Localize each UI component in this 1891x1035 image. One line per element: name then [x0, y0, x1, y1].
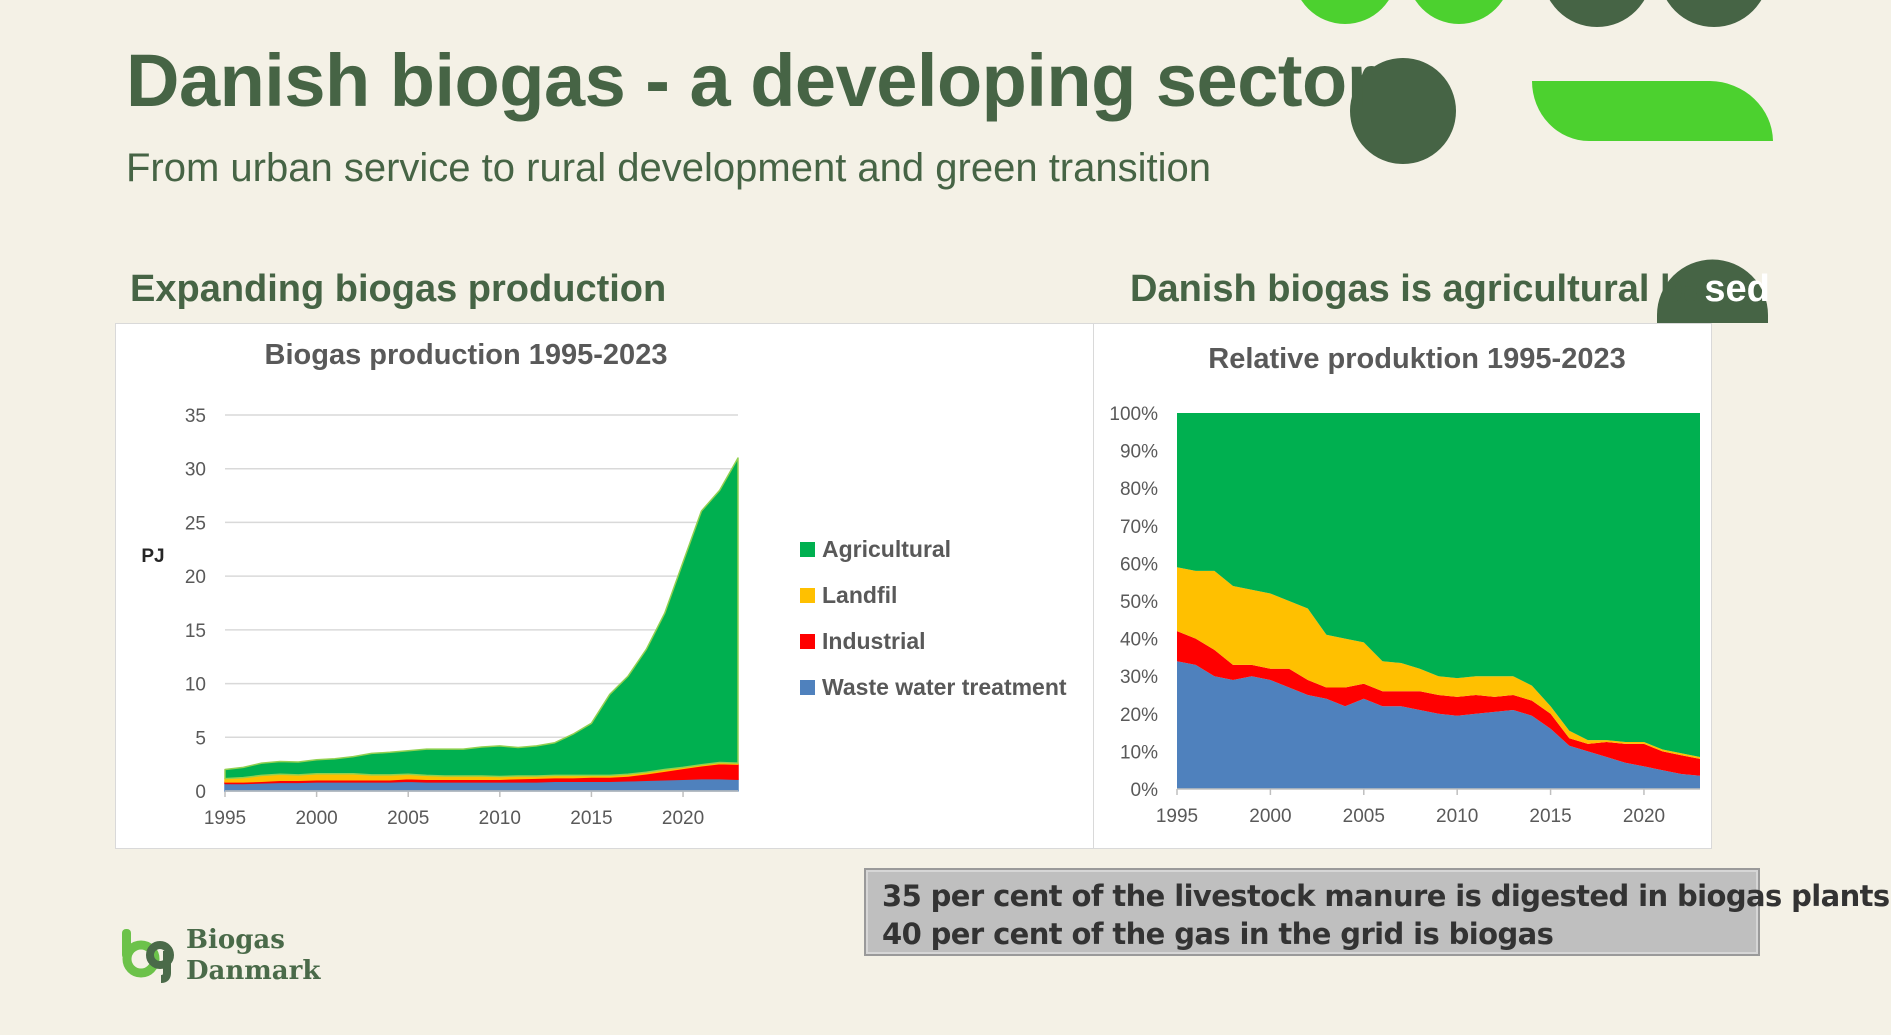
legend-label-waste-water-treatment: Waste water treatment: [822, 674, 1067, 700]
page-title: Danish biogas - a developing sector: [126, 39, 1376, 122]
page-subtitle: From urban service to rural development …: [126, 146, 1211, 190]
y-tick-label: 0%: [1131, 780, 1159, 801]
y-tick-label: 40%: [1120, 630, 1158, 651]
legend-swatch-agricultural: [800, 542, 815, 557]
section-heading-left: Expanding biogas production: [130, 268, 667, 310]
legend-swatch-landfil: [800, 588, 815, 603]
x-tick-label: 2005: [1343, 806, 1385, 827]
x-tick-label: 2005: [387, 808, 429, 829]
info-box: 35 per cent of the livestock manure is d…: [864, 868, 1890, 956]
series-area-agricultural: [1177, 413, 1700, 757]
x-tick-label: 2010: [479, 808, 521, 829]
y-tick-label: 15: [185, 621, 206, 642]
x-tick-label: 2010: [1436, 806, 1478, 827]
legend-swatch-waste-water-treatment: [800, 680, 815, 695]
x-tick-label: 2020: [662, 808, 704, 829]
chart-title: Relative produktion 1995-2023: [1208, 343, 1625, 375]
y-tick-label: 5: [195, 728, 206, 749]
legend-label-industrial: Industrial: [822, 628, 926, 654]
decorative-circle-icon: [1350, 58, 1456, 164]
x-tick-label: 1995: [1156, 806, 1198, 827]
decorative-circle-icon: [1301, 0, 1389, 24]
logo-line-2: Danmark: [186, 956, 321, 986]
section-heading-right-part2: sed: [1704, 268, 1770, 310]
x-tick-label: 2020: [1623, 806, 1665, 827]
y-tick-label: 35: [185, 406, 206, 427]
y-tick-label: 60%: [1120, 554, 1158, 575]
logo-line-1: Biogas: [186, 925, 285, 955]
info-line-1: 35 per cent of the livestock manure is d…: [882, 879, 1890, 913]
y-tick-label: 70%: [1120, 517, 1158, 538]
decorative-circle-icon: [1415, 0, 1503, 24]
series-area-industrial: [1177, 631, 1700, 776]
y-tick-label: 30: [185, 460, 206, 481]
legend-swatch-industrial: [800, 634, 815, 649]
decorative-half-circle: [1657, 259, 1768, 323]
decorative-leaf-shape: [1532, 81, 1773, 141]
y-tick-label: 50%: [1120, 592, 1158, 613]
x-tick-label: 2015: [1529, 806, 1571, 827]
info-line-2: 40 per cent of the gas in the grid is bi…: [882, 917, 1554, 951]
x-tick-label: 2015: [570, 808, 612, 829]
x-tick-label: 2000: [1249, 806, 1291, 827]
legend-label-agricultural: Agricultural: [822, 536, 951, 562]
y-tick-label: 0: [195, 782, 206, 803]
series-area-agricultural: [224, 457, 739, 780]
chart-panel-absolute: Biogas production 1995-2023 0 5 10 15 20 25 30 3…: [115, 323, 1094, 849]
decorative-circle-icon: [1549, 0, 1645, 27]
y-tick-label: 80%: [1120, 479, 1158, 500]
biogas-production-chart: Biogas production 1995-2023 0 5 10 15 20 25 30 3…: [141, 339, 1067, 829]
logo-text: Biogas Danmark: [186, 925, 320, 987]
section-heading-right: Danish biogas is agricultural based: [1130, 268, 1770, 311]
decorative-circle-icon: [1666, 0, 1762, 27]
y-tick-label: 10: [185, 675, 206, 696]
biogas-danmark-logo-icon: [122, 929, 174, 983]
x-tick-label: 2000: [295, 808, 337, 829]
relative-production-chart: Relative produktion 1995-2023 0% 10% 20% 30%…: [1109, 343, 1700, 827]
y-tick-label: 90%: [1120, 442, 1158, 463]
series-area-landfil: [1177, 567, 1700, 759]
series-area-waste-water-treatment: [1177, 661, 1700, 789]
y-tick-label: 10%: [1120, 742, 1158, 763]
y-tick-label: 20%: [1120, 705, 1158, 726]
y-tick-label: 30%: [1120, 667, 1158, 688]
y-tick-label: 20: [185, 567, 206, 588]
y-axis-label: PJ: [141, 546, 164, 567]
x-tick-label: 1995: [204, 808, 246, 829]
chart-title: Biogas production 1995-2023: [265, 339, 668, 371]
y-tick-label: 100%: [1109, 404, 1158, 425]
legend-label-landfil: Landfil: [822, 582, 897, 608]
chart-panel-relative: Relative produktion 1995-2023 0% 10% 20% 30%…: [1093, 323, 1712, 849]
y-tick-label: 25: [185, 513, 206, 534]
section-heading-right-part1: Danish biogas is agricultural ba: [1130, 268, 1705, 310]
